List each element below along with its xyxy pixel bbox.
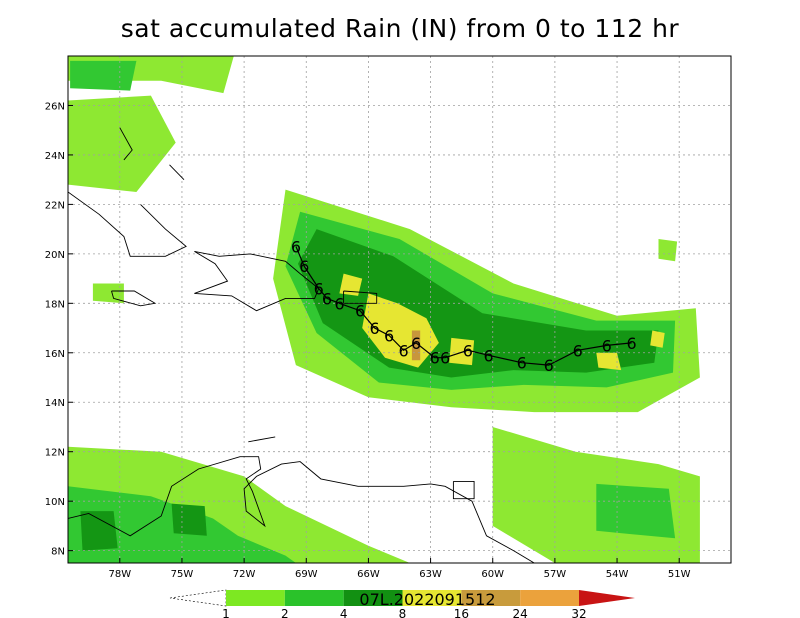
colorbar-box [461, 590, 521, 606]
rain-region-light [68, 95, 176, 192]
rain-region-very_heavy [650, 330, 665, 348]
colorbar-box [520, 590, 579, 606]
coastline [111, 290, 157, 307]
colorbar-level-label: 2 [281, 607, 289, 618]
lon-tick-label: 54W [606, 569, 629, 580]
track-line [295, 246, 632, 366]
storm-symbol: 6 [440, 349, 450, 368]
colorbar-box [284, 590, 344, 606]
coastline [248, 436, 276, 443]
lat-tick-label: 8N [51, 547, 65, 558]
coastline [68, 191, 187, 257]
storm-symbol: 6 [483, 346, 493, 365]
storm-symbol: 6 [334, 294, 344, 313]
colorbar-level-label: 16 [454, 607, 469, 618]
rain-region-heavy [80, 511, 118, 551]
rain-region-medium [596, 483, 676, 539]
storm-symbol: 6 [544, 356, 554, 375]
storm-id-label: 07L.2022091512 [359, 590, 495, 609]
storm-symbol: 6 [299, 257, 309, 276]
map-frame [67, 55, 732, 564]
rain-region-very_heavy [339, 273, 363, 296]
axis-ticks: 8N 10N 12N 14N 16N 18N 20N 22N 24N 26N 78W 75W 72W 69… [45, 101, 691, 580]
colorbar-level-label: 4 [340, 607, 348, 618]
lon-tick-label: 66W [357, 569, 380, 580]
rain-region-very_heavy [596, 352, 622, 371]
rain-region-very_heavy [449, 337, 475, 366]
colorbar-box [343, 590, 403, 606]
colorbar-level-label: 8 [399, 607, 407, 618]
colorbar-triangle-high [579, 590, 635, 606]
storm-symbol: 6 [430, 349, 440, 368]
lon-tick-label: 72W [233, 569, 256, 580]
storm-symbol: 6 [370, 319, 380, 338]
lon-tick-label: 57W [544, 569, 567, 580]
colorbar-box [226, 590, 285, 606]
lon-tick-label: 69W [295, 569, 318, 580]
lon-tick-label: 63W [419, 569, 442, 580]
coastline [194, 250, 320, 312]
storm-symbol: 6 [384, 326, 394, 345]
colorbar-level-label: 32 [571, 607, 586, 618]
lon-tick-label: 75W [171, 569, 194, 580]
lat-tick-label: 12N [45, 448, 65, 459]
lat-tick-label: 20N [45, 250, 65, 261]
lat-tick-label: 18N [45, 299, 65, 310]
colorbar-level-label: 1 [222, 607, 230, 618]
lat-tick-label: 10N [45, 497, 65, 508]
coastlines [68, 127, 535, 563]
rain-region-heavy [171, 503, 207, 536]
lat-tick-label: 16N [45, 349, 65, 360]
storm-symbol: 6 [626, 334, 636, 353]
storm-symbol: 6 [463, 341, 473, 360]
storm-symbol: 6 [291, 237, 301, 256]
storm-symbol: 6 [355, 302, 365, 321]
storm-symbol: 6 [602, 336, 612, 355]
grid-lines [68, 56, 731, 563]
map-title: sat accumulated Rain (IN) from 0 to 112 … [120, 14, 680, 43]
storm-symbol: 6 [399, 341, 409, 360]
lon-tick-label: 51W [668, 569, 691, 580]
lat-tick-label: 22N [45, 200, 65, 211]
storm-symbol: 6 [573, 341, 583, 360]
lat-tick-label: 14N [45, 398, 65, 409]
lat-tick-label: 24N [45, 151, 65, 162]
rain-field [68, 56, 700, 563]
storm-symbol: 6 [411, 334, 421, 353]
colorbar-level-label: 24 [513, 607, 528, 618]
coastline [119, 127, 133, 161]
colorbar-triangle-low [169, 589, 227, 607]
storm-symbol: 6 [322, 289, 332, 308]
colorbar-box [402, 590, 462, 606]
coastline [343, 290, 378, 304]
rain-region-medium [70, 60, 137, 91]
rain-region-light [92, 283, 124, 304]
lon-tick-label: 60W [481, 569, 504, 580]
storm-symbol: 6 [314, 279, 324, 298]
coastline [68, 456, 535, 563]
rain-region-light [658, 239, 678, 262]
coastline [452, 480, 475, 500]
lat-tick-label: 26N [45, 101, 65, 112]
storm-symbol: 6 [517, 354, 527, 373]
lon-tick-label: 78W [108, 569, 131, 580]
coastline [169, 164, 185, 181]
